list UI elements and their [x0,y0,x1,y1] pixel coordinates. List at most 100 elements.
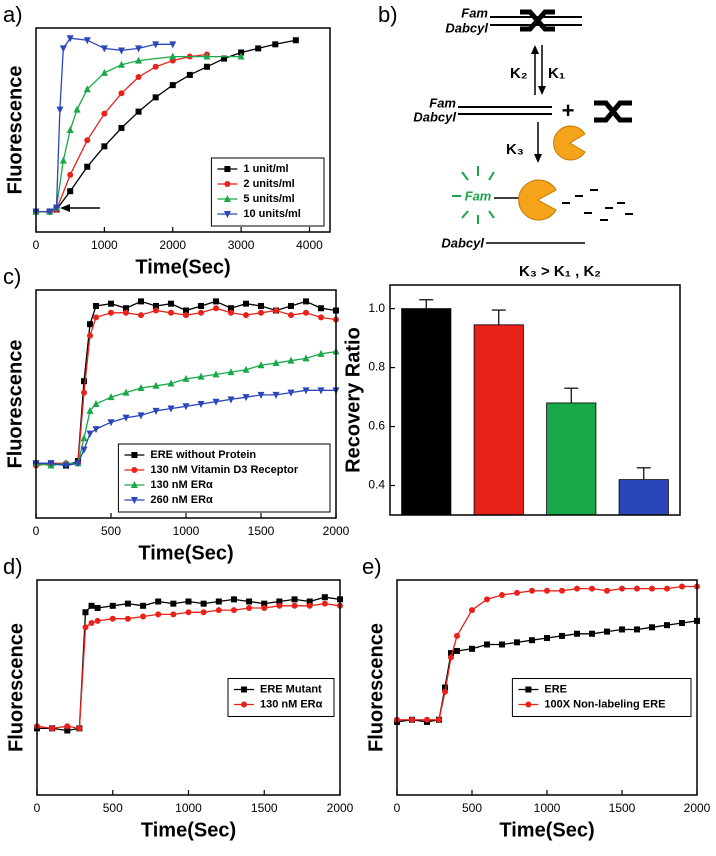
legend-label: 1 unit/ml [243,163,288,175]
data-point [291,596,298,603]
legend-box [227,678,335,717]
data-point [183,307,189,314]
data-point [152,381,160,389]
legend-marker [525,701,532,708]
bar [618,479,669,516]
data-point [258,302,264,309]
data-point [203,52,211,60]
data-point [318,305,324,312]
x-tick-label: 3000 [228,238,255,252]
plot-frame [389,284,681,516]
data-point [634,626,640,633]
data-point [409,716,415,723]
data-point [135,45,143,53]
data-point [272,41,279,48]
x-tick-label: 1000 [173,524,200,538]
data-point [221,55,228,62]
data-point [88,620,95,626]
data-point [74,460,82,468]
legend-label: 130 nM ERα [260,698,323,710]
data-point [168,300,174,307]
protein-dimer [520,9,555,32]
data-point [109,615,116,622]
data-point [213,298,219,305]
data-point [317,349,325,357]
y-axis-title: Fluorescence [4,66,26,195]
data-point [49,725,56,732]
data-point [169,52,177,60]
relation: K₃ > K₁ , K₂ [519,263,601,280]
k2-label: K₂ [510,65,528,82]
data-point [88,602,95,609]
x-tick-label: 500 [101,524,121,538]
data-point [123,309,129,316]
data-point [101,110,108,117]
legend: ERE 100X Non-labeling ERE [511,678,692,717]
data-point [589,585,595,592]
data-point [273,307,279,314]
arrow-head [531,45,539,54]
data-point [619,626,625,633]
panel-label: a) [3,2,23,27]
data-point [122,414,130,422]
x-tick-label: 0 [394,801,401,815]
data-point [81,378,87,385]
data-point [442,684,448,691]
data-point [80,446,88,454]
data-point [76,725,83,732]
data-point [100,45,108,53]
dabcyl-label: Dabcyl [445,20,488,35]
data-point [183,312,189,319]
legend-label: 260 nM ERα [150,494,213,506]
data-point [559,587,565,594]
data-point [153,307,159,314]
data-point [198,309,204,316]
legend-marker [223,195,231,202]
legend-label: 130 nM Vitamin D3 Receptor [150,464,298,476]
data-point [276,602,283,609]
data-point [167,405,175,413]
bar [401,308,452,516]
data-point [86,430,94,438]
data-point [242,394,250,402]
x-tick-label: 4000 [296,238,323,252]
data-point [135,73,142,80]
data-point [109,602,116,609]
k1-label: K₁ [548,65,565,82]
data-point [317,387,325,395]
data-point [242,365,250,373]
data-point [84,163,91,170]
data-point [170,600,177,607]
data-point [67,188,74,195]
legend-box [117,443,331,513]
data-point [87,332,93,339]
data-point [84,137,91,144]
data-point [101,143,108,150]
data-point [230,607,237,614]
data-point [448,650,454,657]
data-point [81,389,87,396]
data-point [73,105,81,113]
legend-marker [130,497,138,504]
data-point [272,391,280,399]
x-axis-title: Time(Sec) [135,256,230,278]
dabcyl-label: Dabcyl [441,235,484,250]
y-axis-title: Recovery Ratio [342,327,364,473]
data-point [66,35,74,43]
x-tick-label: 1500 [609,801,636,815]
data-point [137,412,145,420]
y-tick-label: 1.0 [368,301,385,315]
y-axis-title: Fluorescence [5,623,27,752]
data-point [303,309,309,316]
data-point [123,305,129,312]
data-point [302,387,310,395]
data-point [137,384,145,392]
data-point [167,379,175,387]
data-point [94,617,101,624]
legend-label: 5 units/ml [243,193,294,205]
data-point [118,124,125,131]
legend-label: 100X Non-labeling ERE [544,698,665,710]
legend-marker [131,452,138,458]
dabcyl-label: Dabcyl [413,109,456,124]
data-point [135,56,143,64]
